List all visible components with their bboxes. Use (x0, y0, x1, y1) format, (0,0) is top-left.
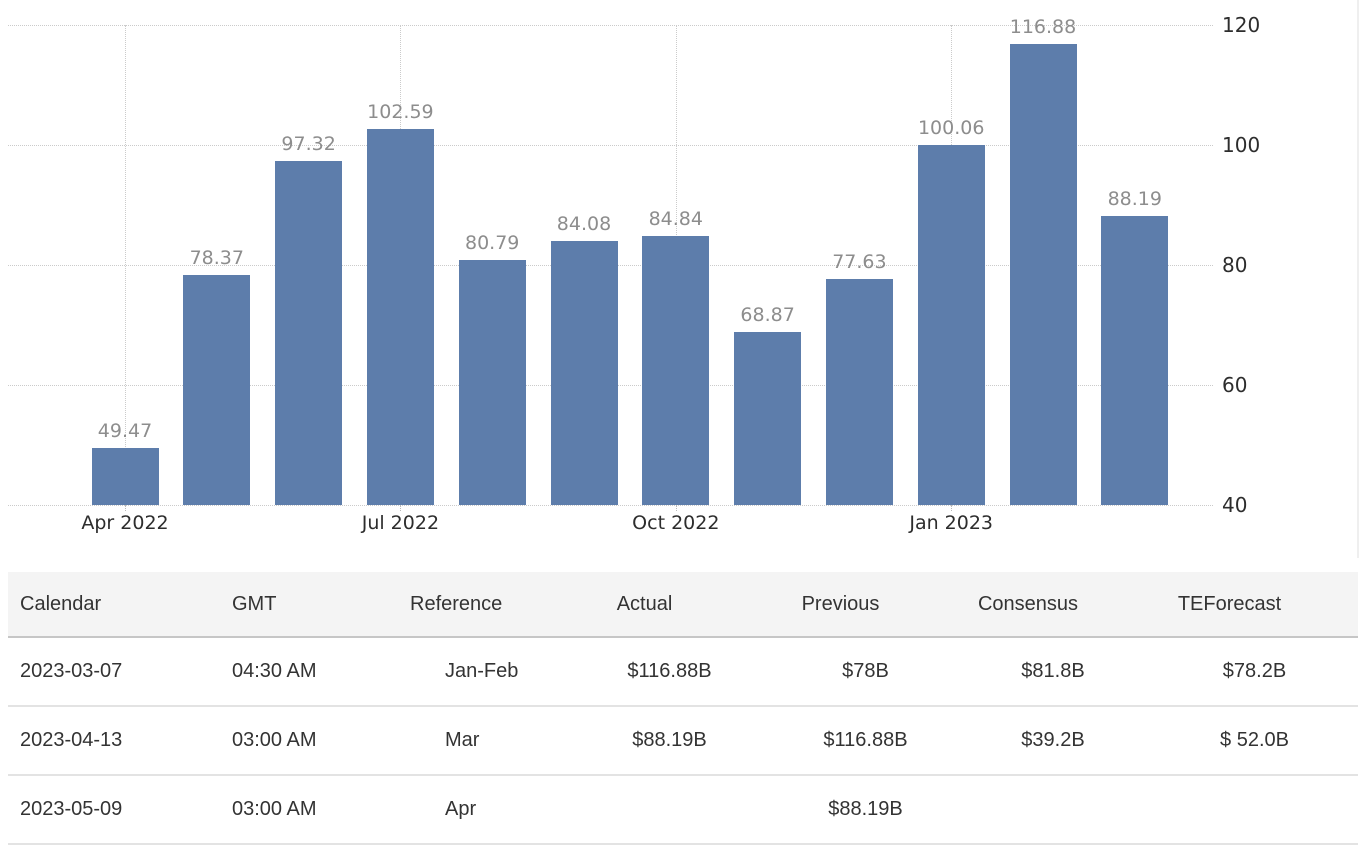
bar-chart: 120 100 80 60 40 Apr 2022 Jul 2022 Oct 2022 Jan … (8, 0, 1359, 558)
cell-teforecast: $78.2B (1140, 637, 1358, 707)
cell-consensus: $81.8B (955, 637, 1140, 707)
calendar-table: Calendar GMT Reference Actual Previous C… (8, 572, 1358, 845)
cell-calendar: 2023-03-07 (8, 637, 220, 707)
bar[interactable] (734, 331, 802, 505)
cell-teforecast (1140, 775, 1358, 845)
cell-reference: Apr (398, 775, 563, 845)
y-gridline (8, 25, 1213, 26)
bar-value-label: 84.08 (556, 212, 612, 235)
cell-gmt: 04:30 AM (220, 637, 398, 707)
cell-teforecast: $ 52.0B (1140, 706, 1358, 776)
y-axis-tick-label: 80 (1222, 253, 1248, 277)
bar-value-label: 102.59 (367, 101, 434, 124)
cell-actual: $116.88B (563, 637, 765, 707)
x-axis-tick-label: Oct 2022 (632, 512, 720, 534)
x-axis-tick (951, 505, 953, 511)
cell-calendar: 2023-04-13 (8, 706, 220, 776)
y-axis-tick-label: 100 (1222, 133, 1261, 157)
column-header-calendar: Calendar (8, 572, 220, 638)
x-axis-tick-label: Jan 2023 (909, 512, 994, 534)
bar[interactable] (458, 260, 526, 505)
table-row[interactable]: 2023-05-09 03:00 AM Apr $88.19B (8, 775, 1358, 845)
cell-reference: Jan-Feb (398, 637, 563, 707)
bar[interactable] (825, 279, 893, 505)
y-axis-tick-label: 40 (1222, 493, 1248, 517)
chart-right-border (1357, 0, 1359, 558)
cell-previous: $78B (765, 637, 955, 707)
bar[interactable] (183, 274, 251, 505)
cell-consensus: $39.2B (955, 706, 1140, 776)
bar-value-label: 49.47 (97, 420, 153, 443)
y-gridline (8, 505, 1213, 506)
x-gridline (125, 25, 126, 505)
bar[interactable] (366, 129, 434, 505)
cell-gmt: 03:00 AM (220, 706, 398, 776)
bar[interactable] (1101, 215, 1169, 505)
table-header-row: Calendar GMT Reference Actual Previous C… (8, 572, 1358, 638)
bar-value-label: 80.79 (464, 232, 520, 255)
bar-value-label: 116.88 (1009, 15, 1077, 38)
y-axis-tick-label: 120 (1222, 13, 1261, 37)
cell-previous: $88.19B (765, 775, 955, 845)
column-header-teforecast: TEForecast (1140, 572, 1358, 638)
column-header-consensus: Consensus (955, 572, 1140, 638)
column-header-gmt: GMT (220, 572, 398, 638)
cell-consensus (955, 775, 1140, 845)
cell-previous: $116.88B (765, 706, 955, 776)
x-axis-tick-label: Apr 2022 (81, 512, 169, 534)
y-gridline (8, 145, 1213, 146)
bar-value-label: 78.37 (189, 246, 244, 269)
calendar-table-wrap: Calendar GMT Reference Actual Previous C… (8, 572, 1370, 845)
bar[interactable] (1009, 43, 1077, 505)
bar[interactable] (91, 448, 159, 505)
cell-actual: $88.19B (563, 706, 765, 776)
cell-reference: Mar (398, 706, 563, 776)
table-row[interactable]: 2023-03-07 04:30 AM Jan-Feb $116.88B $78B $81… (8, 637, 1358, 707)
bar[interactable] (642, 235, 710, 505)
bar-value-label: 68.87 (740, 303, 795, 326)
bar-value-label: 100.06 (917, 116, 985, 139)
x-axis-tick (400, 505, 402, 511)
column-header-actual: Actual (563, 572, 765, 638)
x-axis-tick (125, 505, 126, 511)
bar-value-label: 84.84 (648, 207, 703, 230)
y-axis-tick-label: 60 (1222, 373, 1248, 397)
column-header-previous: Previous (765, 572, 955, 638)
cell-actual (563, 775, 765, 845)
bar-value-label: 88.19 (1107, 187, 1162, 210)
column-header-reference: Reference (398, 572, 563, 638)
table-body: 2023-03-07 04:30 AM Jan-Feb $116.88B $78B $81… (8, 637, 1358, 845)
x-axis-tick (675, 505, 677, 511)
bar[interactable] (275, 161, 343, 505)
bar[interactable] (550, 240, 618, 505)
table-row[interactable]: 2023-04-13 03:00 AM Mar $88.19B $116.88B $39.… (8, 706, 1358, 776)
cell-gmt: 03:00 AM (220, 775, 398, 845)
bar-value-label: 77.63 (832, 251, 887, 274)
cell-calendar: 2023-05-09 (8, 775, 220, 845)
bar-value-label: 97.32 (281, 133, 336, 156)
x-axis-tick-label: Jul 2022 (361, 512, 440, 534)
bar[interactable] (917, 144, 985, 505)
